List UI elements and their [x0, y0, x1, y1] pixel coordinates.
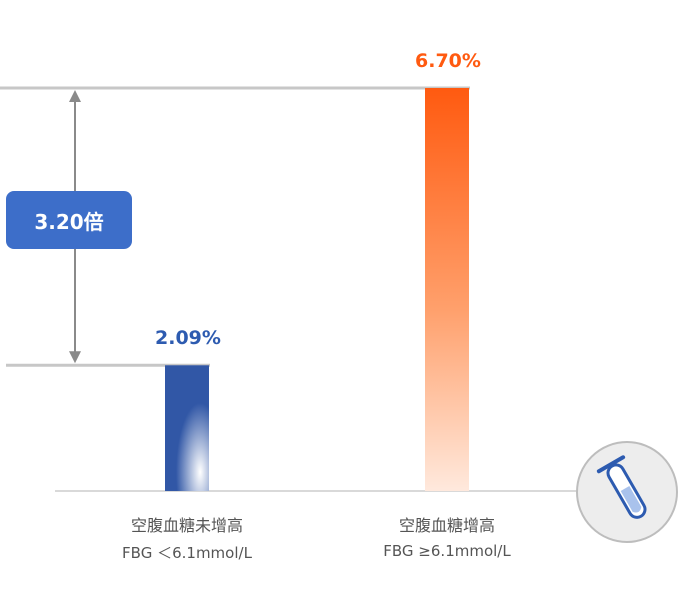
- category-label-fbg-elevated: 空腹血糖增高: [398, 516, 495, 535]
- bar-fbg-normal: [165, 365, 209, 491]
- ratio-badge: 3.20倍: [6, 191, 132, 249]
- ratio-arrow-head-bottom: [69, 351, 81, 364]
- ratio-arrow-head-top: [69, 90, 81, 102]
- data-label-fbg-elevated: 6.70%: [415, 50, 481, 72]
- data-label-fbg-normal: 2.09%: [155, 327, 221, 350]
- category-label-fbg-normal: 空腹血糖未增高: [130, 516, 243, 535]
- bar-fbg-elevated: [425, 88, 469, 491]
- subcategory-label-fbg-elevated: FBG ≥6.1mmol/L: [383, 542, 511, 560]
- test-tube-icon: [576, 441, 678, 543]
- subcategory-label-fbg-normal: FBG ＜6.1mmol/L: [122, 544, 252, 562]
